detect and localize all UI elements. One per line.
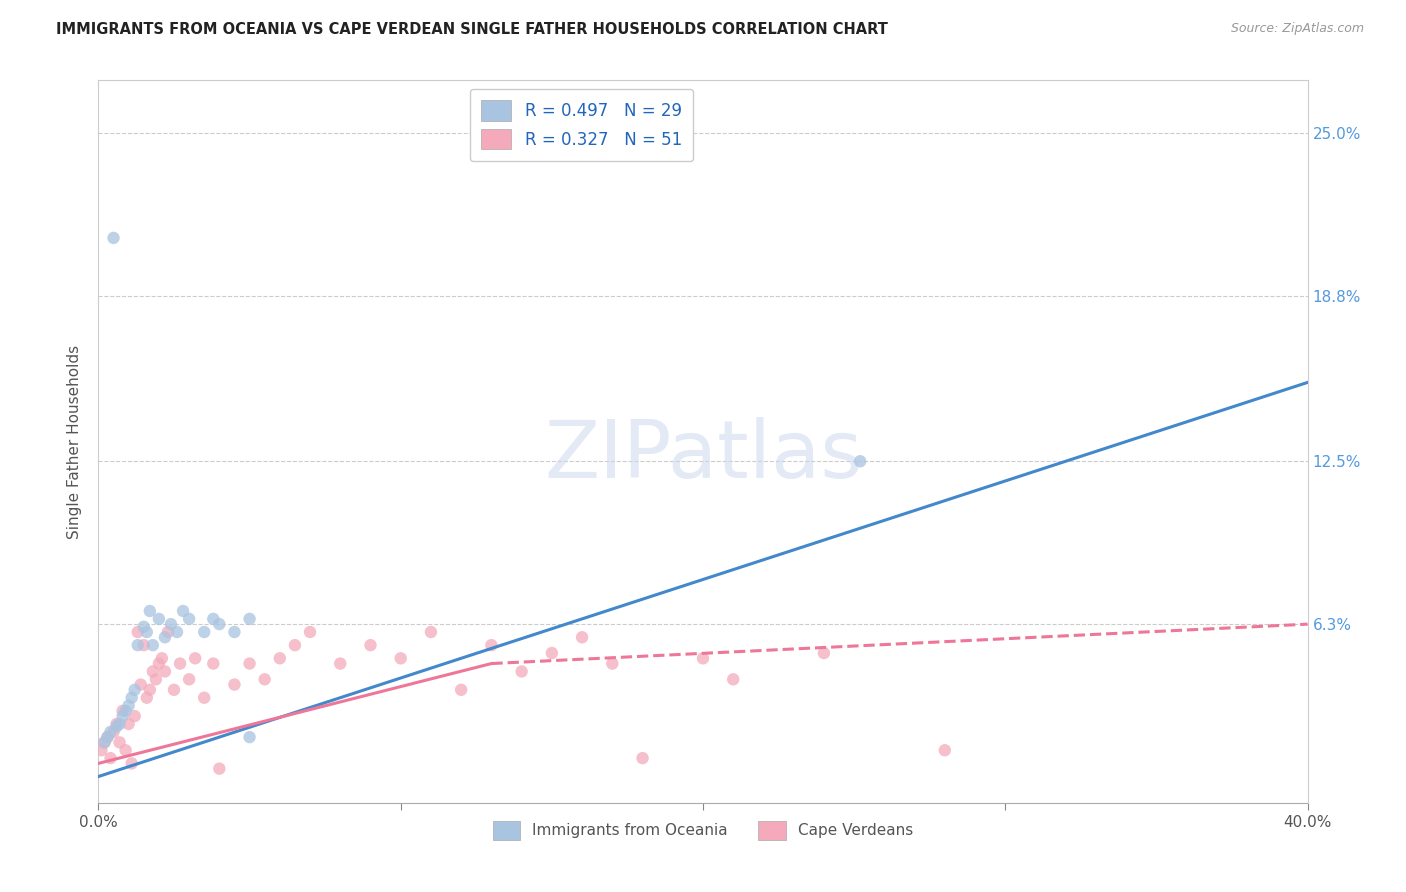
Point xyxy=(127,625,149,640)
Point xyxy=(100,751,122,765)
Point xyxy=(184,651,207,665)
Point xyxy=(193,625,215,640)
Point xyxy=(540,646,562,660)
Point xyxy=(239,657,262,671)
Point xyxy=(179,673,201,687)
Point xyxy=(93,735,115,749)
Point xyxy=(108,717,131,731)
Point xyxy=(96,730,118,744)
Point xyxy=(602,657,624,671)
Point xyxy=(121,690,143,705)
Text: Source: ZipAtlas.com: Source: ZipAtlas.com xyxy=(1230,22,1364,36)
Point xyxy=(163,682,186,697)
Point xyxy=(105,720,128,734)
Point xyxy=(299,625,322,640)
Point xyxy=(127,638,149,652)
Point xyxy=(124,709,146,723)
Point xyxy=(111,704,134,718)
Point xyxy=(96,730,118,744)
Point xyxy=(153,665,176,679)
Point xyxy=(166,625,188,640)
Point xyxy=(420,625,443,640)
Point xyxy=(253,673,276,687)
Point xyxy=(118,717,141,731)
Point xyxy=(202,657,225,671)
Point xyxy=(103,724,125,739)
Point xyxy=(150,651,173,665)
Point xyxy=(239,612,262,626)
Point xyxy=(360,638,382,652)
Point xyxy=(224,677,246,691)
Text: ZIPatlas: ZIPatlas xyxy=(544,417,862,495)
Point xyxy=(103,231,125,245)
Point xyxy=(389,651,412,665)
Point xyxy=(100,724,122,739)
Point xyxy=(510,665,533,679)
Point xyxy=(269,651,291,665)
Point xyxy=(142,638,165,652)
Point xyxy=(135,625,157,640)
Point xyxy=(148,657,170,671)
Point xyxy=(121,756,143,771)
Point xyxy=(132,638,155,652)
Point xyxy=(111,709,134,723)
Point xyxy=(132,620,155,634)
Point xyxy=(208,617,231,632)
Point xyxy=(208,762,231,776)
Point xyxy=(108,735,131,749)
Point xyxy=(153,630,176,644)
Point xyxy=(239,730,262,744)
Point xyxy=(124,682,146,697)
Point xyxy=(284,638,307,652)
Legend: Immigrants from Oceania, Cape Verdeans: Immigrants from Oceania, Cape Verdeans xyxy=(486,815,920,846)
Point xyxy=(142,665,165,679)
Point xyxy=(160,617,183,632)
Point xyxy=(114,743,136,757)
Point xyxy=(129,677,152,691)
Point xyxy=(631,751,654,765)
Point xyxy=(114,704,136,718)
Point xyxy=(692,651,714,665)
Point xyxy=(139,604,162,618)
Point xyxy=(224,625,246,640)
Point xyxy=(202,612,225,626)
Point xyxy=(145,673,167,687)
Point xyxy=(571,630,593,644)
Point xyxy=(90,743,112,757)
Point xyxy=(193,690,215,705)
Point xyxy=(813,646,835,660)
Point xyxy=(156,625,179,640)
Point xyxy=(93,735,115,749)
Y-axis label: Single Father Households: Single Father Households xyxy=(67,344,83,539)
Point xyxy=(135,690,157,705)
Point xyxy=(481,638,503,652)
Point xyxy=(849,454,872,468)
Point xyxy=(450,682,472,697)
Point xyxy=(118,698,141,713)
Point xyxy=(179,612,201,626)
Point xyxy=(148,612,170,626)
Point xyxy=(934,743,956,757)
Point xyxy=(139,682,162,697)
Point xyxy=(723,673,745,687)
Point xyxy=(105,717,128,731)
Point xyxy=(172,604,194,618)
Point xyxy=(329,657,352,671)
Point xyxy=(169,657,191,671)
Text: IMMIGRANTS FROM OCEANIA VS CAPE VERDEAN SINGLE FATHER HOUSEHOLDS CORRELATION CHA: IMMIGRANTS FROM OCEANIA VS CAPE VERDEAN … xyxy=(56,22,889,37)
